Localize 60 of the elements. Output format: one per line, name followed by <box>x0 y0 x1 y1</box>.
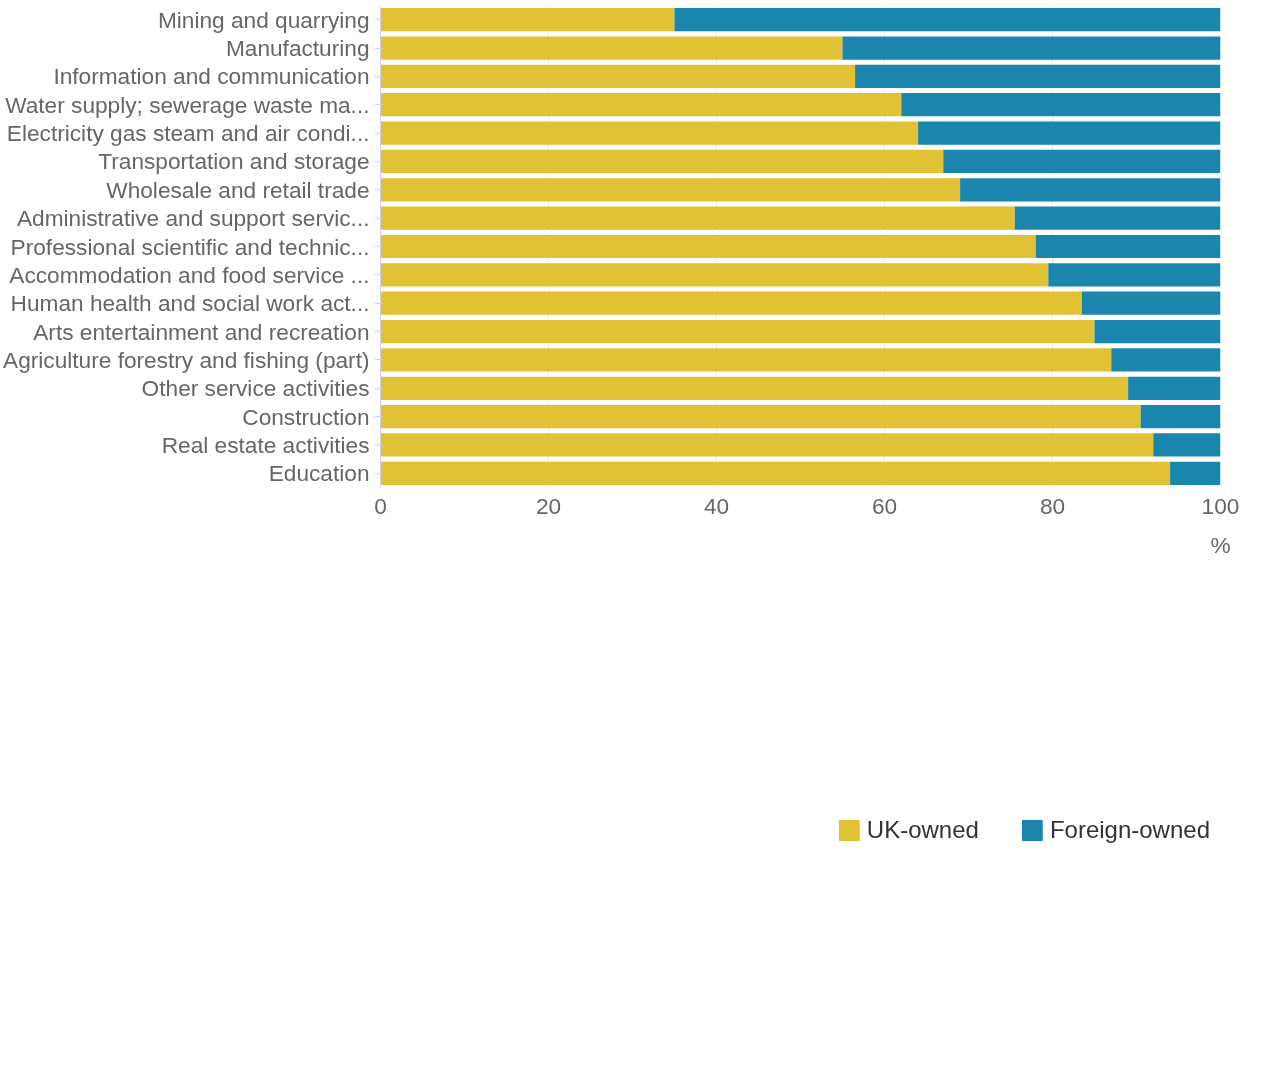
bar <box>1153 433 1221 457</box>
bar <box>380 461 1171 485</box>
bar <box>960 178 1221 202</box>
bar <box>1014 206 1221 230</box>
bar <box>380 319 1095 344</box>
y-tick-label: Water supply; sewerage waste ma... <box>5 91 370 118</box>
x-tick-label: 80 <box>1039 492 1066 519</box>
y-tick-label: Mining and quarrying <box>157 6 370 33</box>
bar <box>380 404 1141 429</box>
bar <box>380 234 1036 259</box>
y-tick-label: Human health and social work act... <box>10 290 370 317</box>
bar <box>1170 461 1221 485</box>
y-tick-label: Construction <box>242 403 370 430</box>
x-axis-title: % <box>1210 531 1231 558</box>
bar <box>1048 263 1221 287</box>
bar <box>380 178 961 202</box>
bar <box>380 433 1154 457</box>
y-tick-label: Real estate activities <box>161 431 370 458</box>
x-tick-label: 60 <box>871 492 898 519</box>
bar <box>1035 234 1221 259</box>
y-tick-label: Manufacturing <box>225 35 370 62</box>
x-tick-label: 20 <box>535 492 562 519</box>
x-tick-label: 0 <box>374 492 387 519</box>
x-tick-label: 100 <box>1201 492 1240 519</box>
bar <box>842 36 1221 60</box>
y-tick-label: Accommodation and food service ... <box>9 261 370 288</box>
bar <box>1111 348 1221 372</box>
y-tick-label: Arts entertainment and recreation <box>33 318 370 345</box>
bar <box>901 93 1221 117</box>
bar <box>1140 404 1221 429</box>
x-tick-label: 40 <box>703 492 730 519</box>
bar <box>918 121 1221 145</box>
bar <box>380 291 1082 315</box>
bar <box>380 376 1129 400</box>
bar <box>380 36 843 60</box>
bar <box>380 8 675 32</box>
bar <box>380 64 856 89</box>
bar <box>380 93 902 117</box>
y-tick-label: Professional scientific and technic... <box>10 233 370 260</box>
y-tick-label: Information and communication <box>53 63 370 90</box>
bar <box>1094 319 1221 344</box>
bar <box>380 348 1112 372</box>
bar <box>943 149 1221 174</box>
bar <box>380 121 919 145</box>
bar <box>1128 376 1221 400</box>
y-tick-label: Electricity gas steam and air condi... <box>6 120 370 147</box>
bar <box>380 206 1015 230</box>
y-tick-label: Transportation and storage <box>98 148 370 175</box>
legend-label: UK-owned <box>866 816 979 844</box>
y-tick-label: Wholesale and retail trade <box>106 176 370 203</box>
bar <box>380 263 1049 287</box>
legend-label: Foreign-owned <box>1049 816 1210 844</box>
bar <box>1081 291 1221 315</box>
bar <box>855 64 1221 89</box>
bar <box>380 149 944 174</box>
y-tick-label: Administrative and support servic... <box>16 205 370 232</box>
bar <box>674 8 1221 32</box>
y-tick-label: Education <box>268 460 370 487</box>
y-tick-label: Other service activities <box>141 375 370 402</box>
y-tick-label: Agriculture forestry and fishing (part) <box>3 346 370 373</box>
